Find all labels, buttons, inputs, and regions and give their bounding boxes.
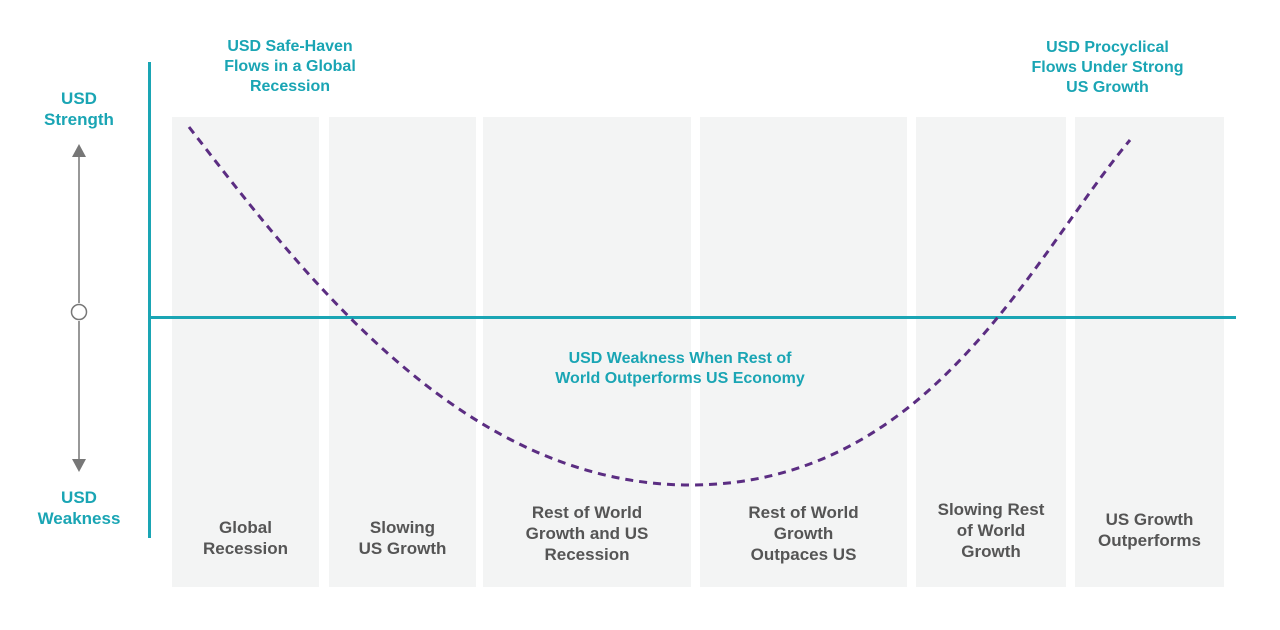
phase-label: Global Recession xyxy=(202,518,289,558)
procyclical-annotation: USD Procyclical Flows Under Strong US Gr… xyxy=(1031,39,1184,96)
phase-panel-us-growth-outperforms: US Growth Outperforms xyxy=(1075,117,1224,587)
arrow-down-icon xyxy=(72,459,86,472)
phase-label: Slowing Rest of World Growth xyxy=(937,500,1045,561)
weakness-annotation: USD Weakness When Rest of World Outperfo… xyxy=(555,350,805,387)
y-axis-line xyxy=(148,62,151,538)
arrow-up-icon xyxy=(72,144,86,157)
phase-panel-row-growth-us-recession: Rest of World Growth and US Recession xyxy=(483,117,691,587)
usd-strength-label: USD Strength xyxy=(44,89,114,129)
usd-smile-curve xyxy=(187,126,1132,487)
phase-panel-row-outpaces-us: Rest of World Growth Outpaces US xyxy=(700,117,907,587)
phase-label: Rest of World Growth and US Recession xyxy=(525,503,649,564)
phase-label: US Growth Outperforms xyxy=(1098,510,1201,550)
strength-weakness-arrow xyxy=(70,144,88,472)
phase-label: Slowing US Growth xyxy=(358,518,447,558)
safe-haven-annotation: USD Safe-Haven Flows in a Global Recessi… xyxy=(224,38,356,95)
phase-panel-global-recession: Global Recession xyxy=(172,117,319,587)
phase-panel-slowing-row-growth: Slowing Rest of World Growth xyxy=(916,117,1066,587)
phase-panel-slowing-us-growth: Slowing US Growth xyxy=(329,117,476,587)
neutral-baseline xyxy=(148,316,1236,319)
phase-label: Rest of World Growth Outpaces US xyxy=(748,503,859,564)
usd-weakness-label: USD Weakness xyxy=(37,488,121,528)
neutral-point-icon xyxy=(70,303,88,321)
